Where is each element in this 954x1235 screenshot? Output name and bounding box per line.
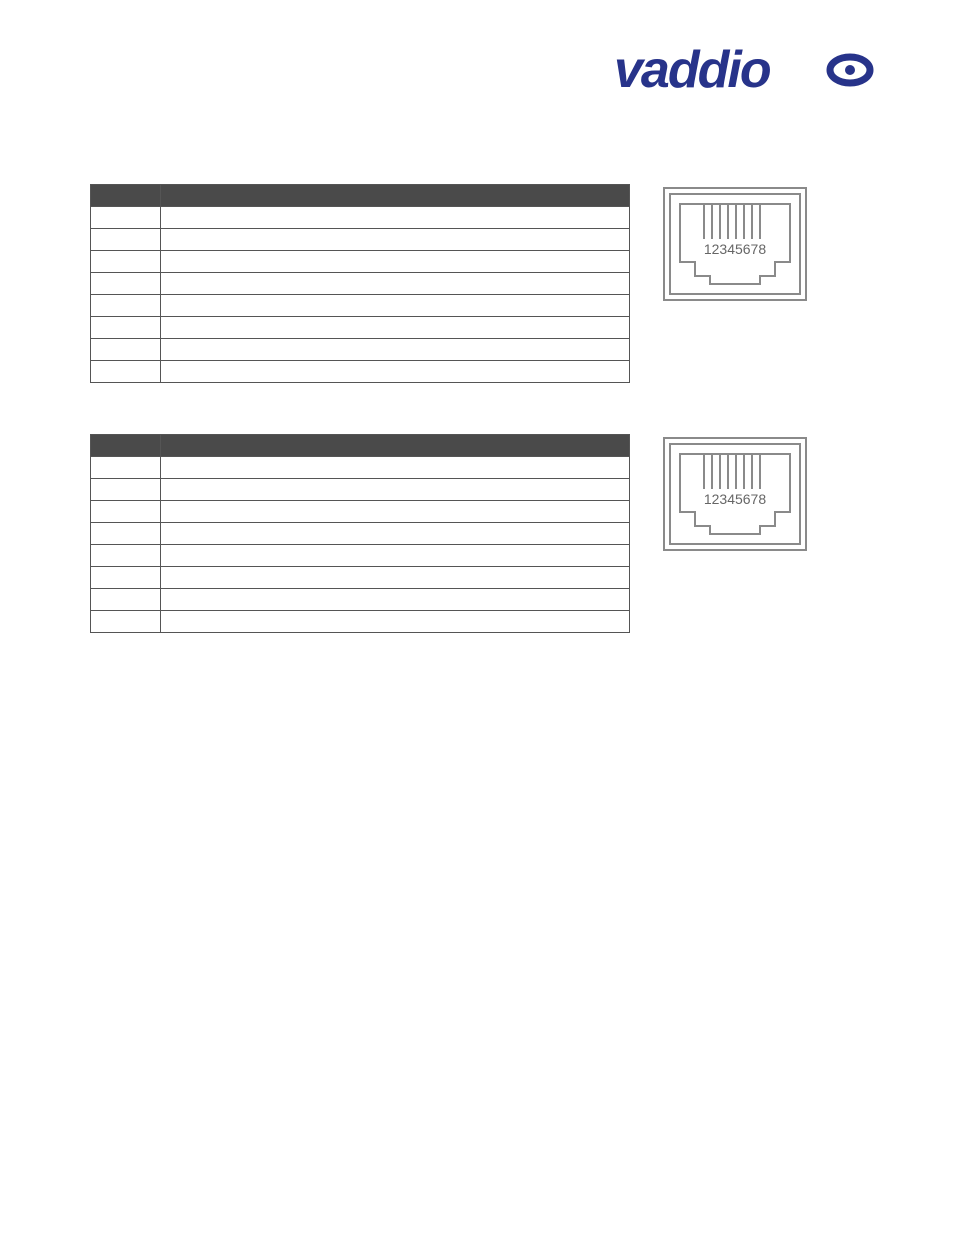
rj45-connector-icon: 12345678 — [660, 434, 810, 554]
pinout-table-1 — [90, 184, 630, 383]
table-row — [91, 589, 630, 611]
table-1-header-signal — [161, 185, 630, 207]
signal-cell — [161, 523, 630, 545]
rj45-pin-numbers: 12345678 — [704, 491, 767, 507]
table-row — [91, 501, 630, 523]
table-row — [91, 339, 630, 361]
table-row — [91, 457, 630, 479]
table-row — [91, 229, 630, 251]
pinout-table-2 — [90, 434, 630, 633]
table-row — [91, 545, 630, 567]
signal-cell — [161, 589, 630, 611]
pin-cell — [91, 207, 161, 229]
signal-cell — [161, 273, 630, 295]
table-row — [91, 567, 630, 589]
signal-cell — [161, 479, 630, 501]
table-2-body — [91, 457, 630, 633]
pin-cell — [91, 295, 161, 317]
pin-cell — [91, 611, 161, 633]
table-2-header-pin — [91, 435, 161, 457]
table-1-body — [91, 207, 630, 383]
table-header-row — [91, 185, 630, 207]
table-2-header-signal — [161, 435, 630, 457]
pin-cell — [91, 273, 161, 295]
signal-cell — [161, 361, 630, 383]
pinout-section-2: 12345678 — [90, 430, 880, 633]
signal-cell — [161, 339, 630, 361]
vaddio-logo-svg: vaddio — [614, 42, 884, 102]
pin-cell — [91, 251, 161, 273]
table-row — [91, 523, 630, 545]
rj45-connector-icon: 12345678 — [660, 184, 810, 304]
signal-cell — [161, 229, 630, 251]
pin-cell — [91, 523, 161, 545]
table-row — [91, 295, 630, 317]
pin-cell — [91, 545, 161, 567]
signal-cell — [161, 545, 630, 567]
signal-cell — [161, 295, 630, 317]
pin-cell — [91, 317, 161, 339]
signal-cell — [161, 317, 630, 339]
pin-cell — [91, 567, 161, 589]
pin-cell — [91, 501, 161, 523]
pin-cell — [91, 229, 161, 251]
table-row — [91, 317, 630, 339]
rj45-pin-numbers: 12345678 — [704, 241, 767, 257]
pin-cell — [91, 457, 161, 479]
pin-cell — [91, 339, 161, 361]
signal-cell — [161, 567, 630, 589]
table-row — [91, 273, 630, 295]
signal-cell — [161, 501, 630, 523]
signal-cell — [161, 251, 630, 273]
pin-cell — [91, 479, 161, 501]
table-row — [91, 251, 630, 273]
table-header-row — [91, 435, 630, 457]
signal-cell — [161, 207, 630, 229]
table-row — [91, 479, 630, 501]
logo-text: vaddio — [614, 42, 771, 99]
pin-cell — [91, 589, 161, 611]
signal-cell — [161, 457, 630, 479]
table-row — [91, 611, 630, 633]
table-row — [91, 207, 630, 229]
page: vaddio — [0, 0, 954, 1235]
pin-cell — [91, 361, 161, 383]
table-row — [91, 361, 630, 383]
table-1-header-pin — [91, 185, 161, 207]
signal-cell — [161, 611, 630, 633]
logo: vaddio — [614, 42, 884, 107]
pinout-section-1: 12345678 — [90, 180, 880, 383]
